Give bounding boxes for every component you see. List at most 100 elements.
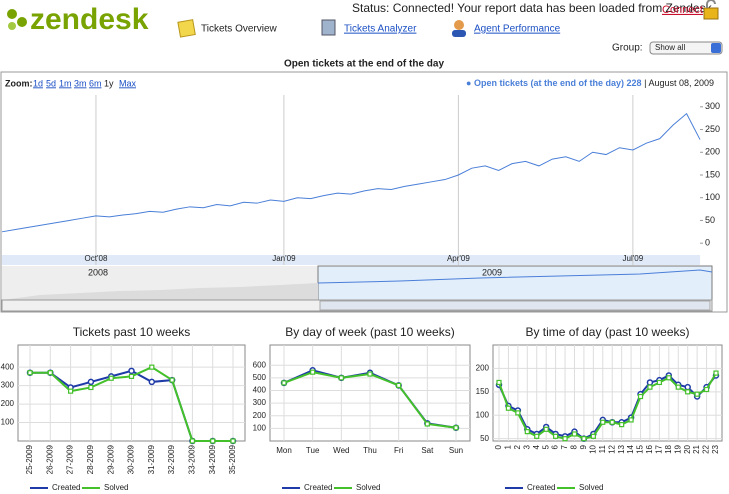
zoom-option[interactable]: 1d [33, 78, 43, 88]
x-tick-label: 21 [692, 444, 701, 453]
legend: ● Open tickets (at the end of the day) 2… [466, 78, 714, 88]
x-tick-label: Sat [421, 446, 434, 455]
data-point [703, 386, 710, 393]
data-point [424, 421, 430, 427]
legend-label[interactable]: Solved [356, 483, 380, 492]
x-tick-label: 23 [711, 444, 720, 453]
x-tick-label: 35-2009 [228, 444, 237, 474]
data-point [210, 438, 216, 444]
y-tick-label: 200 [705, 147, 720, 157]
y-tick-label: 50 [480, 434, 489, 443]
data-point [656, 379, 662, 386]
zoom-option[interactable]: 1m [59, 78, 72, 88]
legend-label[interactable]: Created [304, 483, 332, 492]
data-point [27, 370, 33, 376]
chart-title: By time of day (past 10 weeks) [525, 325, 689, 339]
y-tick-label: 100 [253, 423, 267, 432]
x-tick-label: Apr'09 [447, 254, 470, 263]
data-point [496, 379, 502, 386]
legend-name[interactable]: Open tickets (at the end of the day) [474, 78, 624, 88]
scrollbar-thumb[interactable] [319, 300, 711, 311]
group-select[interactable] [649, 41, 723, 55]
series-line [1, 112, 701, 233]
data-point [637, 393, 644, 400]
navigator-window[interactable] [317, 265, 713, 301]
x-tick-label: 20 [683, 444, 692, 453]
x-tick-label: 22 [702, 444, 711, 453]
logo-icon [17, 17, 27, 27]
data-point [88, 384, 94, 391]
y-tick-label: 150 [705, 169, 720, 179]
data-point [534, 433, 540, 439]
data-point [571, 431, 578, 437]
data-point [189, 438, 195, 444]
data-point [713, 370, 719, 376]
x-tick-label: 3 [522, 444, 531, 449]
x-tick-label: Tue [306, 446, 320, 455]
data-point [553, 433, 559, 439]
x-tick-label: 34-2009 [208, 444, 217, 474]
legend-label[interactable]: Created [527, 483, 555, 492]
select-arrow [711, 43, 721, 53]
x-tick-label: 2 [513, 444, 522, 449]
data-point [647, 384, 653, 390]
y-tick-label: 150 [476, 387, 490, 396]
y-tick-label: 200 [1, 399, 15, 408]
data-point [619, 422, 625, 428]
legend-value: 228 [627, 78, 642, 88]
plot-area [492, 344, 723, 442]
zoom-option[interactable]: 6m [89, 78, 102, 88]
x-tick-label: 7 [560, 444, 569, 449]
x-tick-label: Fri [394, 446, 404, 455]
x-tick-label: Oct'08 [85, 254, 108, 263]
data-point [128, 367, 135, 375]
zoom-option[interactable]: 1y [104, 78, 114, 88]
chart-title: Open tickets at the end of the day [284, 59, 444, 70]
zoom-option[interactable]: 5d [46, 78, 56, 88]
x-tick-label: Jan'09 [272, 254, 296, 263]
x-tick-label: 30-2009 [127, 444, 136, 474]
y-tick-label: 300 [253, 398, 267, 407]
tab[interactable]: Tickets Overview [201, 24, 278, 35]
x-tick-label: Jul'09 [623, 254, 644, 263]
x-tick-label: 19 [673, 444, 682, 453]
x-tick-label: Thu [363, 446, 377, 455]
y-tick-label: 600 [253, 360, 267, 369]
x-tick-label: 9 [579, 444, 588, 449]
lock-icon [703, 7, 719, 20]
x-tick-label: Wed [333, 446, 349, 455]
x-tick-label: 5 [541, 444, 550, 449]
data-point [590, 433, 596, 439]
zoom-option[interactable]: 3m [74, 78, 87, 88]
x-tick-label: 31-2009 [147, 444, 156, 474]
chart-title: Tickets past 10 weeks [73, 325, 191, 339]
data-point [628, 417, 634, 423]
data-point [149, 364, 155, 370]
tab-icon [452, 30, 466, 37]
y-tick-label: 500 [253, 373, 267, 382]
x-tick-label: 8 [570, 444, 579, 449]
logo[interactable]: zendesk [7, 3, 149, 36]
data-point [694, 391, 700, 397]
zoom-option[interactable]: Max [119, 78, 137, 88]
x-tick-label: 29-2009 [106, 444, 115, 474]
tab[interactable]: Tickets Analyzer [344, 24, 417, 35]
legend-label[interactable]: Solved [104, 483, 128, 492]
navigator-shape [317, 269, 713, 284]
navigator-shape [2, 283, 318, 300]
x-axis-band [2, 255, 700, 265]
legend-label[interactable]: Solved [579, 483, 603, 492]
x-tick-label: Sun [449, 446, 463, 455]
data-point [562, 436, 568, 442]
chart-title: By day of week (past 10 weeks) [285, 325, 454, 339]
y-tick-label: 100 [1, 418, 15, 427]
data-point [128, 373, 135, 379]
y-tick-label: 100 [476, 410, 490, 419]
legend-label[interactable]: Created [52, 483, 80, 492]
x-tick-label: 6 [551, 444, 560, 449]
connect-link[interactable]: Connect [662, 4, 703, 16]
logo-text: zendesk [30, 3, 149, 36]
tab[interactable]: Agent Performance [474, 24, 561, 35]
x-tick-label: 32-2009 [167, 444, 176, 474]
x-tick-label: 12 [607, 444, 616, 453]
